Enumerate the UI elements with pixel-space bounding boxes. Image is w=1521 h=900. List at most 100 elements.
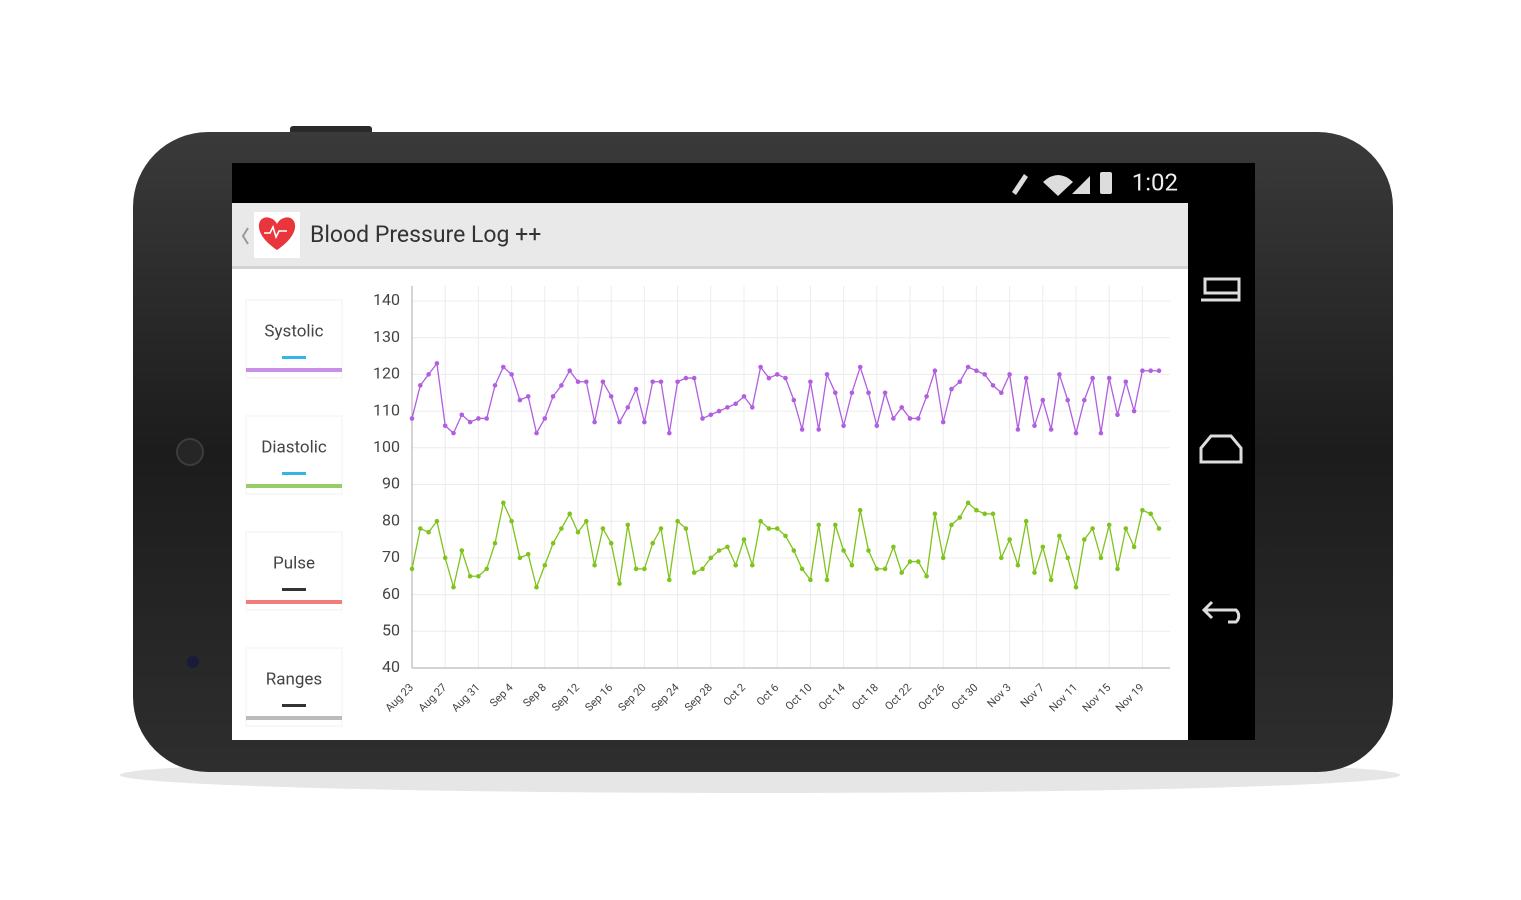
home-button[interactable]	[1199, 434, 1243, 464]
data-point	[559, 383, 564, 388]
data-point	[584, 379, 589, 385]
data-point	[1065, 555, 1070, 561]
data-point	[509, 372, 514, 377]
toggle-indicator	[282, 704, 306, 707]
toggle-button[interactable]: Pulse	[245, 531, 343, 611]
toggle-label: Diastolic	[261, 437, 327, 457]
camera	[187, 656, 199, 668]
data-point	[1090, 526, 1095, 531]
data-point	[733, 401, 738, 407]
data-point	[758, 364, 763, 370]
back-button[interactable]	[1201, 600, 1241, 624]
content	[232, 269, 1188, 740]
data-point	[700, 416, 705, 421]
toggle-underline	[246, 368, 342, 372]
data-point	[525, 551, 531, 557]
data-point	[542, 562, 548, 568]
data-point	[1140, 368, 1145, 374]
data-point	[667, 430, 672, 436]
data-point	[916, 559, 921, 564]
y-tick-label: 50	[382, 621, 400, 640]
toggle-indicator	[282, 472, 306, 475]
app-title: Blood Pressure Log ++	[310, 221, 541, 248]
data-point	[974, 368, 979, 374]
data-point	[866, 390, 871, 396]
data-point	[874, 566, 880, 572]
data-point	[774, 372, 780, 377]
data-point	[774, 526, 780, 531]
data-point	[1015, 427, 1021, 432]
data-point	[650, 379, 655, 385]
data-point	[982, 511, 987, 517]
y-tick-label: 100	[373, 437, 400, 456]
data-point	[442, 555, 448, 561]
toggle-underline	[246, 716, 342, 720]
data-point	[1073, 430, 1079, 436]
data-point	[1082, 397, 1087, 403]
data-point	[667, 577, 672, 583]
data-point	[608, 540, 614, 546]
toggle-label: Pulse	[273, 553, 315, 573]
speaker	[176, 438, 204, 466]
y-tick-label: 90	[382, 474, 400, 493]
data-point	[459, 548, 465, 553]
data-point	[833, 522, 838, 528]
recents-button[interactable]	[1201, 277, 1241, 302]
data-point	[592, 562, 597, 568]
data-point	[434, 518, 440, 524]
data-point	[833, 390, 838, 396]
data-point	[534, 584, 539, 590]
data-point	[617, 581, 622, 586]
data-point	[1106, 375, 1112, 381]
data-point	[750, 405, 755, 410]
data-point	[1007, 372, 1012, 377]
data-point	[965, 364, 971, 370]
data-point	[1098, 430, 1104, 436]
data-point	[418, 526, 423, 531]
toggle-button[interactable]: Systolic	[245, 299, 343, 379]
data-point	[957, 515, 963, 520]
data-point	[733, 562, 738, 568]
data-point	[550, 394, 556, 399]
toggle-indicator	[282, 588, 306, 591]
data-point	[492, 383, 498, 388]
data-point	[1106, 522, 1112, 528]
data-point	[691, 570, 697, 575]
data-point	[418, 383, 423, 388]
data-point	[716, 408, 722, 414]
data-point	[1023, 375, 1029, 381]
data-point	[658, 379, 664, 385]
clock: 1:02	[1132, 168, 1178, 196]
data-point	[426, 529, 431, 535]
data-point	[542, 416, 548, 421]
data-point	[783, 375, 788, 381]
data-point	[1115, 412, 1120, 418]
data-point	[949, 522, 954, 528]
data-point	[849, 390, 855, 396]
data-point	[600, 379, 606, 385]
y-tick-label: 60	[382, 584, 400, 603]
data-point	[1131, 544, 1137, 550]
data-point	[691, 375, 697, 381]
data-point	[965, 500, 971, 506]
data-point	[1090, 375, 1095, 381]
data-point	[750, 562, 755, 568]
back-caret[interactable]	[241, 227, 249, 245]
nav-bar	[1199, 277, 1243, 624]
data-point	[501, 364, 506, 370]
data-point	[874, 423, 880, 429]
data-point	[990, 383, 996, 388]
data-point	[725, 405, 730, 410]
toggle-button[interactable]: Diastolic	[245, 415, 343, 495]
data-point	[916, 416, 921, 421]
data-point	[857, 364, 863, 370]
data-point	[990, 511, 996, 517]
toggle-button[interactable]: Ranges	[245, 647, 343, 727]
toggle-label: Systolic	[264, 321, 323, 341]
data-point	[1082, 537, 1087, 542]
data-point	[999, 390, 1004, 396]
data-point	[567, 368, 572, 374]
data-point	[1065, 397, 1070, 403]
data-point	[716, 548, 722, 553]
